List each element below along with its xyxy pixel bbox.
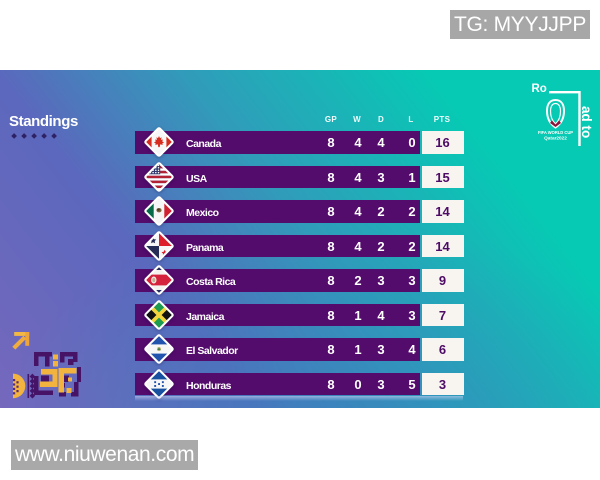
svg-text:FIFA WORLD CUP: FIFA WORLD CUP: [538, 130, 573, 135]
svg-text:Ro: Ro: [532, 83, 547, 95]
svg-text:Qatar2022: Qatar2022: [544, 136, 567, 141]
svg-text:ad to: ad to: [579, 106, 594, 138]
